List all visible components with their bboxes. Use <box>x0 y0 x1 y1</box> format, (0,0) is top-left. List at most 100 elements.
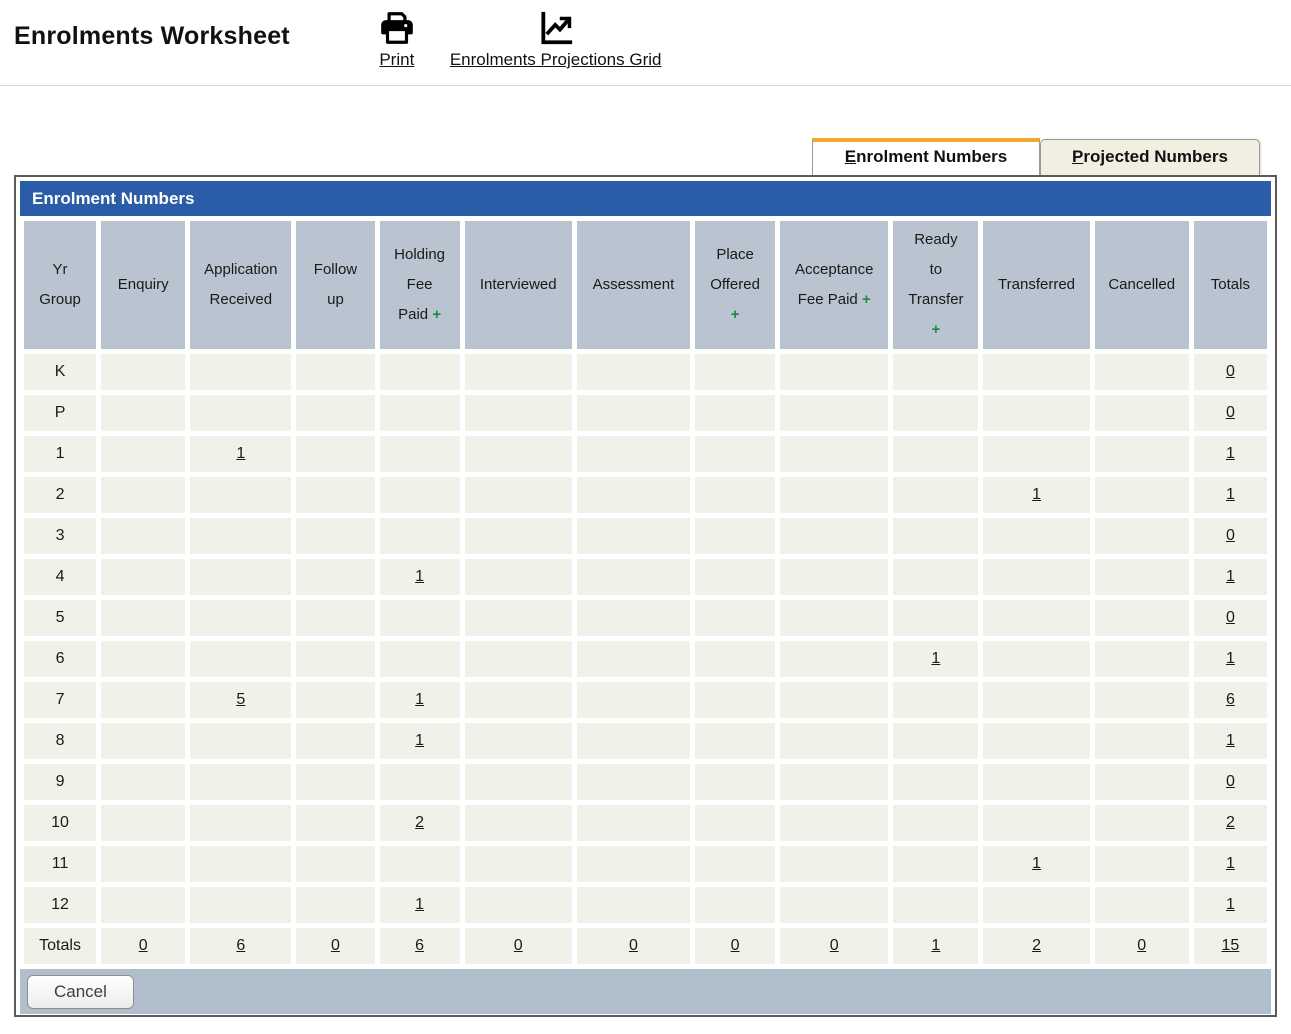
total-assessment: 0 <box>576 928 691 964</box>
cell-ready_to_transfer <box>893 518 979 554</box>
cell-follow_up <box>296 805 375 841</box>
cell-row-total: 1 <box>1193 477 1267 513</box>
cell-follow_up <box>296 641 375 677</box>
count-link[interactable]: 15 <box>1221 937 1240 954</box>
cell-follow_up <box>296 887 375 923</box>
column-header-totals: Totals <box>1193 221 1267 349</box>
count-link[interactable]: 1 <box>1032 855 1041 872</box>
cell-application_received <box>190 395 292 431</box>
cell-application_received <box>190 764 292 800</box>
count-link[interactable]: 6 <box>236 937 246 954</box>
count-link[interactable]: 1 <box>931 650 941 667</box>
cell-cancelled <box>1094 723 1189 759</box>
count-link[interactable]: 0 <box>331 937 340 954</box>
cell-row-total: 2 <box>1193 805 1267 841</box>
cell-application_received <box>190 723 292 759</box>
count-link[interactable]: 0 <box>513 937 523 954</box>
count-link[interactable]: 1 <box>1225 732 1235 749</box>
cell-transferred: 1 <box>983 477 1090 513</box>
yr-group-label: 4 <box>24 559 97 595</box>
cell-assessment <box>576 846 691 882</box>
count-link[interactable]: 1 <box>415 568 425 585</box>
count-link[interactable]: 0 <box>1225 773 1235 790</box>
count-link[interactable]: 1 <box>1225 568 1235 585</box>
cell-enquiry <box>101 723 186 759</box>
count-link[interactable]: 1 <box>236 445 246 462</box>
count-link[interactable]: 0 <box>1225 363 1235 380</box>
cell-cancelled <box>1094 887 1189 923</box>
cell-enquiry <box>101 518 186 554</box>
count-link[interactable]: 0 <box>730 937 740 954</box>
cell-follow_up <box>296 600 375 636</box>
count-link[interactable]: 0 <box>138 937 148 954</box>
count-link[interactable]: 0 <box>1225 527 1235 544</box>
cell-ready_to_transfer <box>893 477 979 513</box>
cell-place_offered <box>695 559 776 595</box>
count-link[interactable]: 0 <box>829 937 839 954</box>
count-link[interactable]: 0 <box>628 937 638 954</box>
cell-interviewed <box>464 436 572 472</box>
count-link[interactable]: 5 <box>236 691 246 708</box>
cell-ready_to_transfer <box>893 805 979 841</box>
cell-place_offered <box>695 600 776 636</box>
enrolments-projections-grid-button[interactable]: Enrolments Projections Grid <box>450 4 661 70</box>
cell-ready_to_transfer <box>893 395 979 431</box>
yr-group-label: K <box>24 354 97 390</box>
count-link[interactable]: 2 <box>1032 937 1041 954</box>
yr-group-label: P <box>24 395 97 431</box>
tab-enrolment-numbers[interactable]: Enrolment Numbers <box>812 138 1040 175</box>
cell-follow_up <box>296 682 375 718</box>
count-link[interactable]: 6 <box>1225 691 1235 708</box>
cell-assessment <box>576 764 691 800</box>
count-link[interactable]: 1 <box>1225 896 1235 913</box>
total-follow_up: 0 <box>296 928 375 964</box>
cancel-button[interactable]: Cancel <box>27 974 134 1009</box>
table-row-yr-10: 10 2 2 <box>24 805 1267 841</box>
count-link[interactable]: 1 <box>415 896 425 913</box>
add-icon[interactable]: + <box>861 291 871 308</box>
cell-place_offered <box>695 764 776 800</box>
count-link[interactable]: 0 <box>1137 937 1147 954</box>
count-link[interactable]: 1 <box>1225 855 1235 872</box>
count-link[interactable]: 1 <box>1225 486 1235 503</box>
column-header-interviewed: Interviewed <box>464 221 572 349</box>
count-link[interactable]: 1 <box>1225 650 1235 667</box>
count-link[interactable]: 0 <box>1225 404 1235 421</box>
add-icon[interactable]: + <box>432 306 442 323</box>
page-header: Enrolments Worksheet Print En <box>0 0 1291 86</box>
cell-acceptance_fee_paid <box>780 805 889 841</box>
count-link[interactable]: 1 <box>1225 445 1235 462</box>
count-link[interactable]: 2 <box>1225 814 1235 831</box>
cell-assessment <box>576 887 691 923</box>
cell-application_received <box>190 805 292 841</box>
cell-place_offered <box>695 395 776 431</box>
add-icon[interactable]: + <box>730 306 740 323</box>
count-link[interactable]: 1 <box>931 937 941 954</box>
grand-total: 15 <box>1193 928 1267 964</box>
count-link[interactable]: 2 <box>415 814 425 831</box>
cell-transferred <box>983 805 1090 841</box>
cell-holding_fee_paid: 1 <box>379 887 460 923</box>
cell-assessment <box>576 641 691 677</box>
count-link[interactable]: 1 <box>1032 486 1041 503</box>
total-application_received: 6 <box>190 928 292 964</box>
cell-row-total: 0 <box>1193 764 1267 800</box>
count-link[interactable]: 1 <box>415 691 425 708</box>
count-link[interactable]: 0 <box>1225 609 1235 626</box>
cell-holding_fee_paid <box>379 436 460 472</box>
count-link[interactable]: 1 <box>415 732 425 749</box>
count-link[interactable]: 6 <box>415 937 425 954</box>
cell-follow_up <box>296 395 375 431</box>
column-header-place_offered: Place Offered + <box>695 221 776 349</box>
printer-icon <box>378 8 416 48</box>
tab-projected-numbers[interactable]: Projected Numbers <box>1040 139 1260 175</box>
yr-group-label: 5 <box>24 600 97 636</box>
cell-enquiry <box>101 887 186 923</box>
cell-application_received <box>190 887 292 923</box>
print-button[interactable]: Print <box>378 4 416 70</box>
add-icon[interactable]: + <box>931 321 941 338</box>
cell-cancelled <box>1094 846 1189 882</box>
